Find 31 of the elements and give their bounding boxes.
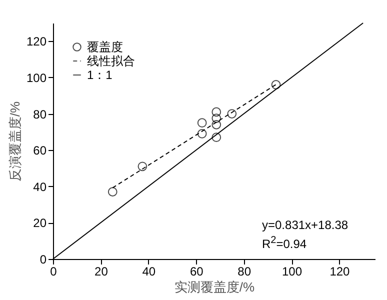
y-tick-label: 20: [33, 216, 47, 230]
y-tick-label: 120: [26, 34, 47, 49]
x-tick-label: 20: [94, 264, 108, 278]
point: [212, 114, 222, 123]
point: [197, 118, 207, 128]
point: [212, 107, 222, 117]
x-axis-title: 实测覆盖度/%: [174, 280, 256, 294]
x-tick-label: 40: [142, 264, 156, 278]
x-tick-label: 120: [330, 264, 350, 278]
point: [197, 129, 207, 138]
x-tick-label: 0: [50, 264, 58, 278]
y-tick-label: 0: [40, 252, 47, 266]
point: [108, 187, 118, 197]
legend-label: 覆盖度: [87, 40, 123, 54]
y-tick-label: 40: [33, 180, 47, 194]
annotation: R$^{2}$=0.94: [262, 234, 308, 252]
legend-label: 线性拟合: [87, 54, 135, 68]
annotation: y=0.831x+18.38: [262, 218, 348, 233]
x-tick-label: 80: [238, 264, 252, 278]
y-tick-label: 60: [33, 144, 47, 158]
legend-label: 1：1: [87, 68, 113, 82]
point: [138, 162, 148, 172]
point: [271, 80, 281, 90]
y-tick-label: 100: [26, 70, 47, 85]
x-tick-label: 60: [190, 264, 204, 278]
point: [212, 120, 222, 130]
y-axis-title: 反演覆盖度/%: [7, 100, 22, 182]
point: [212, 132, 222, 142]
y-tick-label: 80: [33, 107, 47, 122]
x-tick-label: 100: [282, 264, 302, 278]
point: [227, 109, 237, 118]
